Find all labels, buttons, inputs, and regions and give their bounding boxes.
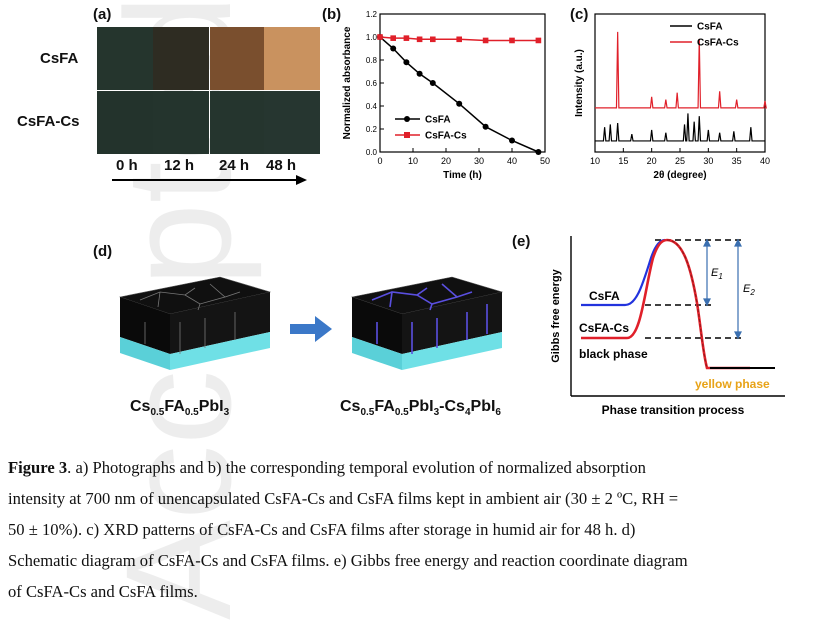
- data-point: [390, 45, 397, 52]
- panel-d-label: (d): [93, 243, 113, 260]
- data-point: [482, 123, 489, 130]
- time-label-12: 12 h: [164, 157, 195, 174]
- caption-line-4: Schematic diagram of CsFA-Cs and CsFA fi…: [8, 551, 688, 570]
- state-yellow: yellow phase: [695, 377, 770, 391]
- legend-label: CsFA: [425, 115, 451, 126]
- caption-line-2: intensity at 700 nm of unencapsulated Cs…: [8, 489, 679, 508]
- film-photo-csfa-2: [210, 27, 266, 90]
- time-label-0: 0 h: [116, 157, 138, 174]
- x-tick-label: 10: [590, 156, 600, 166]
- absorbance-chart: 0 10 20 30 40 50 0.0 0.2 0.4 0.6 0.8 1.0 1.2 Time (h)…: [342, 10, 550, 181]
- legend-marker: [404, 116, 410, 122]
- legend-marker: [404, 132, 410, 138]
- data-point: [535, 37, 542, 44]
- state-csfa: CsFA: [589, 289, 620, 303]
- state-black: black phase: [579, 347, 648, 361]
- data-point: [390, 35, 396, 41]
- x-tick-label: 20: [647, 156, 657, 166]
- x-tick-label: 50: [540, 156, 550, 166]
- data-point: [509, 37, 515, 44]
- y-axis-label: Intensity (a.u.): [574, 49, 585, 117]
- e-xlabel: Phase transition process: [602, 403, 745, 417]
- x-tick-label: 40: [760, 156, 770, 166]
- plot-frame: [594, 13, 766, 153]
- xrd-pattern-0: [595, 113, 765, 142]
- y-tick-label: 0.8: [366, 56, 378, 65]
- csfacs-film-block: [350, 276, 504, 370]
- panel-a-label: (a): [93, 6, 112, 23]
- legend-label: CsFA-Cs: [697, 38, 739, 49]
- data-point: [416, 70, 423, 77]
- data-point: [429, 80, 436, 86]
- data-point: [535, 149, 542, 155]
- x-tick-label: 40: [507, 156, 517, 166]
- e1-label: E1: [711, 267, 723, 281]
- film-photo-csfacs-2: [210, 91, 266, 154]
- data-point: [482, 37, 489, 44]
- film-photo-csfacs-3: [264, 91, 320, 154]
- xrd-pattern-1: [595, 31, 767, 109]
- x-tick-label: 10: [408, 156, 418, 166]
- caption-line-1: Figure 3. a) Photographs and b) the corr…: [8, 458, 646, 477]
- arrow-right-icon: [290, 316, 332, 342]
- x-tick-label: 30: [703, 156, 713, 166]
- x-axis-label: 2θ (degree): [653, 170, 706, 181]
- legend-label: CsFA-Cs: [425, 131, 467, 142]
- row-label-csfa: CsFA: [40, 50, 79, 67]
- data-point: [416, 36, 423, 43]
- x-tick-label: 20: [441, 156, 451, 166]
- y-axis-label: Normalized absorbance: [342, 26, 353, 139]
- row-label-csfacs: CsFA-Cs: [17, 113, 80, 130]
- film-photo-csfa-0: [97, 27, 153, 90]
- y-tick-label: 1.0: [366, 33, 378, 42]
- y-tick-label: 0.0: [366, 148, 378, 157]
- film-photo-csfacs-1: [153, 91, 209, 154]
- data-point: [456, 36, 462, 43]
- caption-line-5: of CsFA-Cs and CsFA films.: [8, 582, 198, 601]
- y-tick-label: 0.6: [366, 79, 378, 88]
- y-tick-label: 0.4: [366, 102, 378, 111]
- x-axis-label: Time (h): [443, 170, 482, 181]
- y-tick-label: 1.2: [366, 10, 378, 19]
- e-ylabel: Gibbs free energy: [550, 268, 562, 362]
- formula-left: Cs0.5FA0.5PbI3: [130, 398, 230, 419]
- state-csfacs: CsFA-Cs: [579, 321, 629, 335]
- schematic-diagram: [118, 276, 504, 370]
- time-label-48: 48 h: [266, 157, 297, 174]
- data-point: [377, 34, 383, 40]
- x-tick-label: 30: [474, 156, 484, 166]
- time-arrow: [112, 175, 307, 185]
- data-point: [456, 100, 463, 107]
- energy-diagram: Gibbs free energy Phase transition proce…: [550, 236, 785, 417]
- x-tick-label: 0: [377, 156, 382, 166]
- data-point: [430, 36, 436, 43]
- y-tick-label: 0.2: [366, 125, 378, 134]
- panel-b-label: (b): [322, 6, 342, 23]
- caption-line-3: 50 ± 10%). c) XRD patterns of CsFA-Cs an…: [8, 520, 636, 539]
- data-point: [509, 137, 515, 144]
- film-photo-csfacs-0: [97, 91, 153, 154]
- panel-c-label: (c): [570, 6, 589, 23]
- legend-label: CsFA: [697, 22, 723, 33]
- time-label-24: 24 h: [219, 157, 250, 174]
- formula-right: Cs0.5FA0.5PbI3-Cs4PbI6: [340, 398, 501, 419]
- film-photo-csfa-3: [264, 27, 320, 90]
- e2-label: E2: [743, 283, 755, 297]
- figure-caption: Figure 3. a) Photographs and b) the corr…: [8, 452, 820, 607]
- film-photo-csfa-1: [153, 27, 209, 90]
- csfa-film-block: [118, 276, 272, 370]
- x-tick-label: 35: [732, 156, 742, 166]
- panel-e-label: (e): [512, 233, 531, 250]
- data-point: [403, 35, 410, 41]
- x-tick-label: 15: [618, 156, 628, 166]
- data-point: [403, 59, 410, 66]
- x-tick-label: 25: [675, 156, 685, 166]
- xrd-chart: 10 15 20 25 30 35 40 2θ (degree) Intensity (a.u.…: [574, 13, 770, 181]
